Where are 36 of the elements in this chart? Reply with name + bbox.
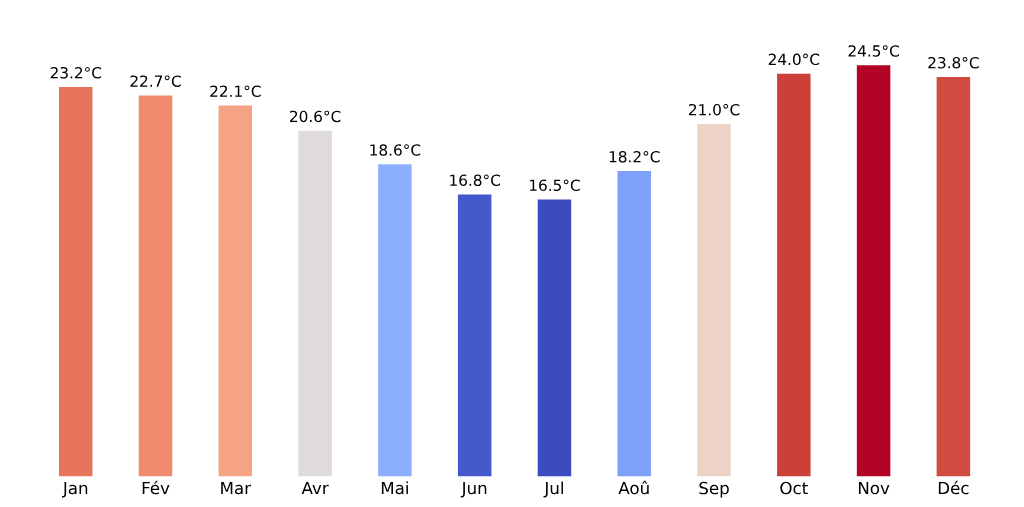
data-label: 16.8°C: [450, 174, 500, 186]
data-label: 16.5°C: [529, 179, 580, 192]
x-tick-label: Mar: [221, 481, 252, 495]
x-tick-label: Oct: [780, 481, 808, 495]
data-label: 18.6°C: [370, 144, 421, 156]
bar: [617, 171, 651, 477]
x-tick-label: Jul: [543, 481, 563, 498]
data-label: 24.5°C: [848, 45, 899, 57]
bar: [697, 124, 731, 477]
x-tick-label: Jun: [460, 481, 487, 498]
x-tick-label: Sep: [699, 481, 729, 498]
bar: [936, 76, 971, 477]
bar: [218, 105, 253, 477]
bar: [378, 164, 412, 477]
data-label: 24.0°C: [768, 53, 820, 66]
bar: [457, 194, 492, 477]
data-label: 23.8°C: [928, 56, 979, 69]
bar: [298, 130, 332, 477]
bar: [777, 73, 811, 477]
x-tick-label: Nov: [858, 481, 890, 495]
x-tick-label: Mai: [381, 481, 408, 495]
bar: [58, 87, 93, 477]
data-label: 20.6°C: [290, 110, 341, 123]
data-label: 22.7°C: [130, 75, 181, 87]
x-tick-label: Avr: [301, 481, 329, 495]
data-label: 21.0°C: [688, 103, 740, 116]
bar: [537, 199, 572, 477]
data-label: 23.2°C: [50, 66, 102, 79]
x-tick-label: Aoû: [618, 480, 649, 495]
x-tick-label: Jan: [62, 481, 88, 498]
x-tick-label: Fév: [142, 480, 170, 495]
data-label: 18.2°C: [609, 150, 660, 163]
bar: [856, 65, 891, 477]
x-tick-label: Déc: [938, 480, 969, 495]
data-label: 22.1°C: [210, 85, 261, 98]
bar: [138, 95, 173, 477]
